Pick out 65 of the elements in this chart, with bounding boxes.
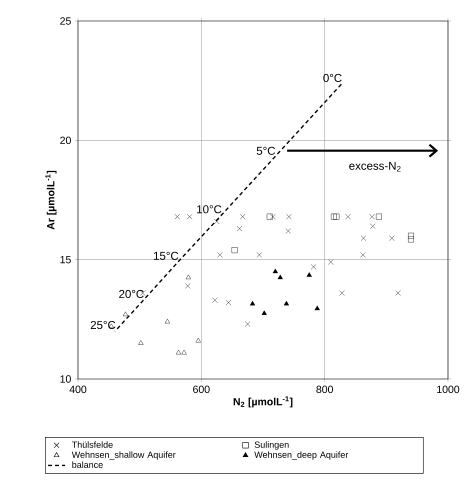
- point: [286, 228, 292, 234]
- point: [186, 214, 192, 220]
- point: [310, 264, 316, 270]
- point: [408, 236, 414, 242]
- point: [174, 214, 180, 220]
- annotation: 25°C: [90, 320, 116, 330]
- point: [266, 214, 273, 220]
- point: [278, 274, 283, 280]
- line-series: [114, 84, 342, 332]
- point: [339, 290, 345, 296]
- annotation: 15°C: [154, 252, 178, 260]
- point: [217, 252, 223, 258]
- y-axis-title: Ar [µmolL$^{-1}$]: [45, 170, 56, 230]
- y-tick-label: 20: [60, 136, 71, 144]
- x-axis-title: N$_{2}$ [µmolL$^{-1}$]: [234, 396, 292, 408]
- point: [286, 214, 292, 220]
- legend-label: balance: [72, 461, 103, 468]
- point: [270, 214, 276, 220]
- annotation: 0°C: [323, 74, 342, 82]
- point: [330, 214, 337, 220]
- x-tick-label: 800: [316, 386, 333, 394]
- point: [176, 350, 182, 354]
- point: [306, 272, 312, 277]
- point: [408, 232, 414, 239]
- annotation: 5°C: [256, 146, 276, 155]
- point: [212, 297, 218, 303]
- point: [272, 268, 278, 274]
- point: [284, 300, 290, 306]
- point: [226, 300, 232, 306]
- y-tick-label: 10: [60, 375, 71, 383]
- point: [262, 310, 267, 315]
- point: [328, 259, 334, 265]
- point: [360, 235, 366, 241]
- point: [181, 350, 187, 354]
- point: [214, 218, 220, 224]
- legend-label: Thülsfelde: [72, 441, 113, 448]
- y-tick-label: 25: [60, 17, 71, 25]
- point: [186, 274, 191, 280]
- y-tick-label: 15: [60, 256, 71, 264]
- point: [122, 312, 128, 316]
- point: [236, 226, 242, 232]
- point: [240, 214, 246, 220]
- point: [164, 318, 170, 324]
- x-tick-label: 1000: [437, 386, 460, 394]
- point: [389, 235, 395, 241]
- point: [360, 252, 366, 258]
- point: [138, 340, 144, 345]
- annotation: 20°C: [119, 290, 144, 298]
- point: [232, 247, 238, 254]
- point: [314, 306, 320, 310]
- legend-label: Wehnsen_deep Aquifer: [254, 451, 348, 460]
- legend-label: Sulingen: [254, 441, 289, 450]
- legend-label: Wehnsen_shallow Aquifer: [72, 451, 176, 460]
- point: [395, 290, 401, 296]
- point: [185, 283, 190, 289]
- x-tick-label: 600: [193, 386, 210, 394]
- annotation: excess-N$_{2}$: [349, 162, 401, 172]
- point: [256, 252, 262, 258]
- point: [333, 214, 340, 220]
- point: [250, 300, 256, 306]
- point: [244, 321, 250, 327]
- point: [345, 214, 351, 220]
- x-tick-label: 400: [70, 386, 86, 394]
- point: [196, 338, 201, 342]
- annotation: 10°C: [197, 205, 222, 214]
